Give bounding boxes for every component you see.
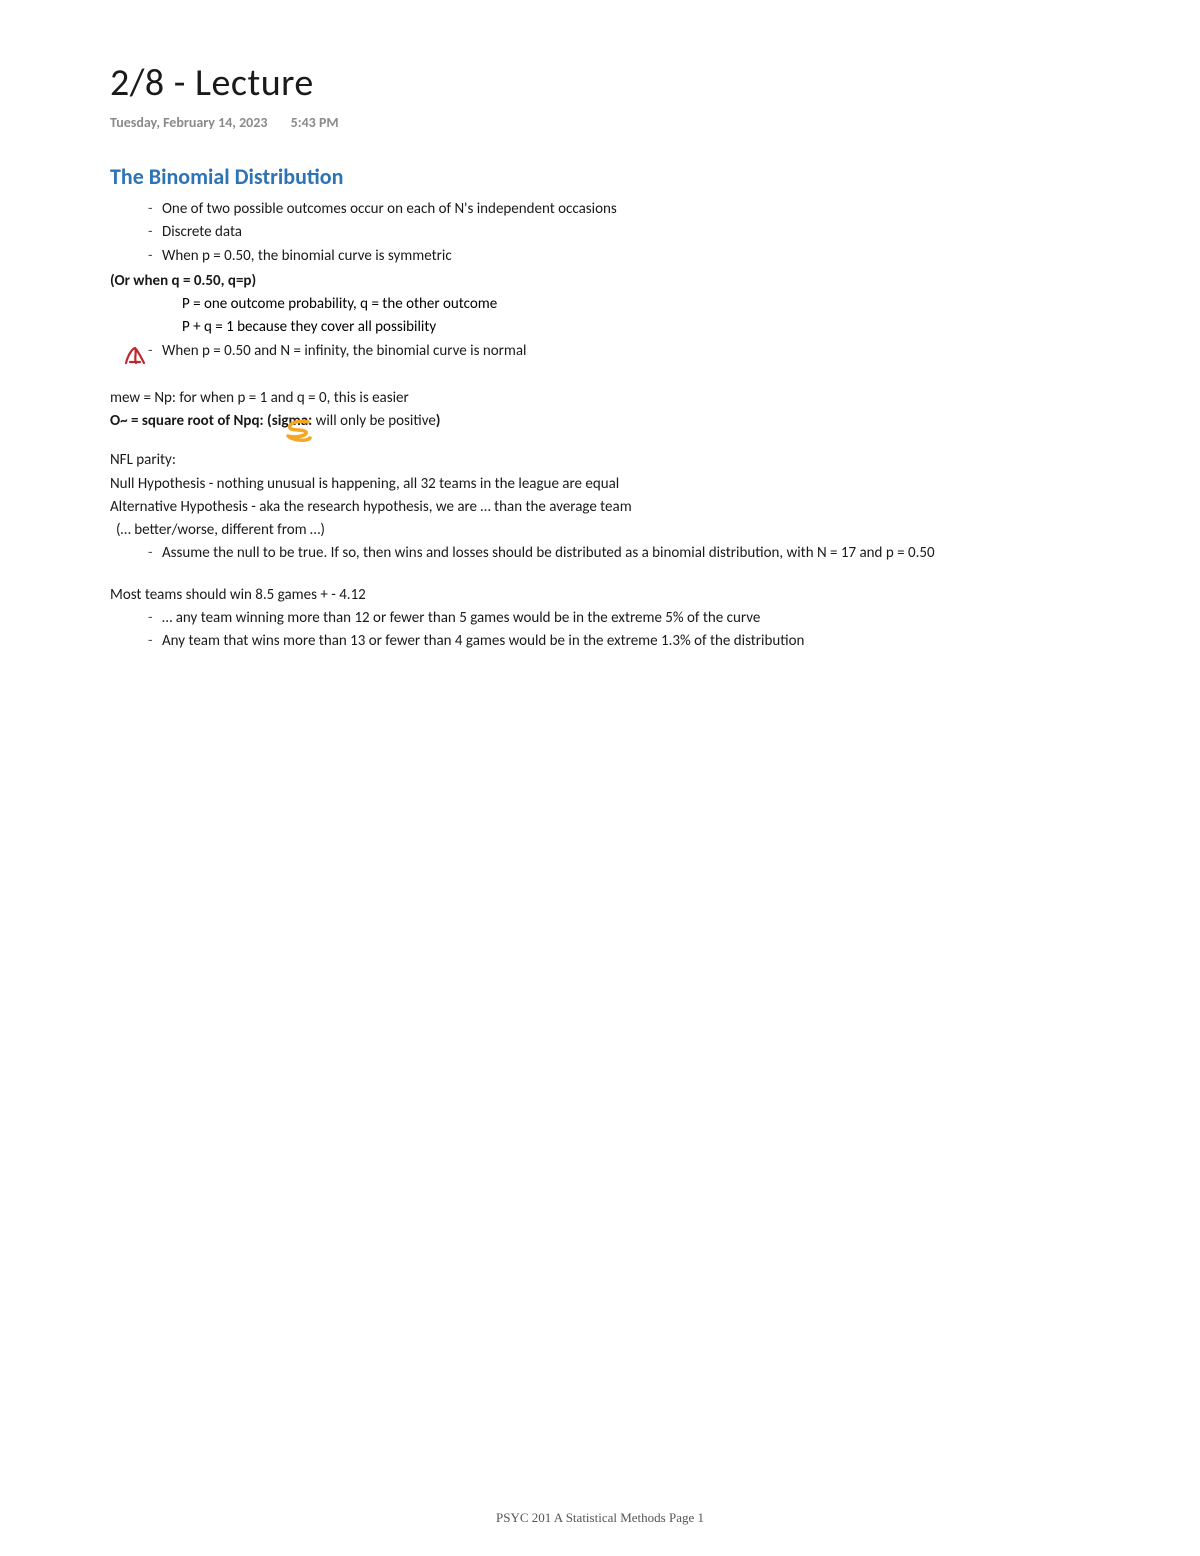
sub-line-pq: P + q = 1 because they cover all possibi…: [110, 316, 1120, 339]
null-hypothesis: Null Hypothesis - nothing unusual is hap…: [110, 473, 1120, 496]
bullet-list-3: Assume the null to be true. If so, then …: [110, 542, 1120, 565]
list-item: … any team winning more than 12 or fewer…: [148, 607, 1120, 630]
bullet-list-1: One of two possible outcomes occur on ea…: [110, 198, 1120, 268]
mew-line: mew = Np: for when p = 1 and q = 0, this…: [110, 387, 1120, 410]
list-item: Assume the null to be true. If so, then …: [148, 542, 1120, 565]
sigma-line: O~ = square root of Npq: (sigma: will on…: [110, 410, 1120, 433]
most-teams-line: Most teams should win 8.5 games + - 4.12: [110, 584, 1120, 607]
sub-line-p: P = one outcome probability, q = the oth…: [110, 293, 1120, 316]
alt-hypothesis: Alternative Hypothesis - aka the researc…: [110, 496, 1120, 519]
list-item: One of two possible outcomes occur on ea…: [148, 198, 1120, 221]
list-item: When p = 0.50, the binomial curve is sym…: [148, 245, 1120, 268]
list-item: Discrete data: [148, 221, 1120, 244]
list-item: Any team that wins more than 13 or fewer…: [148, 630, 1120, 653]
page-title: 2/8 - Lecture: [110, 60, 1120, 106]
time-text: 5:43 PM: [291, 114, 339, 131]
nfl-heading: NFL parity:: [110, 449, 1120, 472]
ink-annotation-red-icon: [122, 345, 148, 367]
bullet-list-4: … any team winning more than 12 or fewer…: [110, 607, 1120, 654]
ink-annotation-orange-icon: [282, 418, 316, 444]
section-heading: The Binomial Distribution: [110, 163, 1120, 190]
or-when-line: (Or when q = 0.50, q=p): [110, 270, 1120, 293]
bullet-list-2: When p = 0.50 and N = infinity, the bino…: [110, 340, 1120, 363]
sigma-rest: will only be positive: [316, 412, 436, 430]
sigma-close: ): [436, 412, 441, 430]
datetime-line: Tuesday, February 14, 2023 5:43 PM: [110, 114, 1120, 131]
paren-line: (… better/worse, different from …): [110, 519, 1120, 542]
date-text: Tuesday, February 14, 2023: [110, 114, 267, 131]
list-item: When p = 0.50 and N = infinity, the bino…: [148, 340, 1120, 363]
note-page: 2/8 - Lecture Tuesday, February 14, 2023…: [0, 0, 1200, 695]
page-footer: PSYC 201 A Statistical Methods Page 1: [0, 1510, 1200, 1526]
